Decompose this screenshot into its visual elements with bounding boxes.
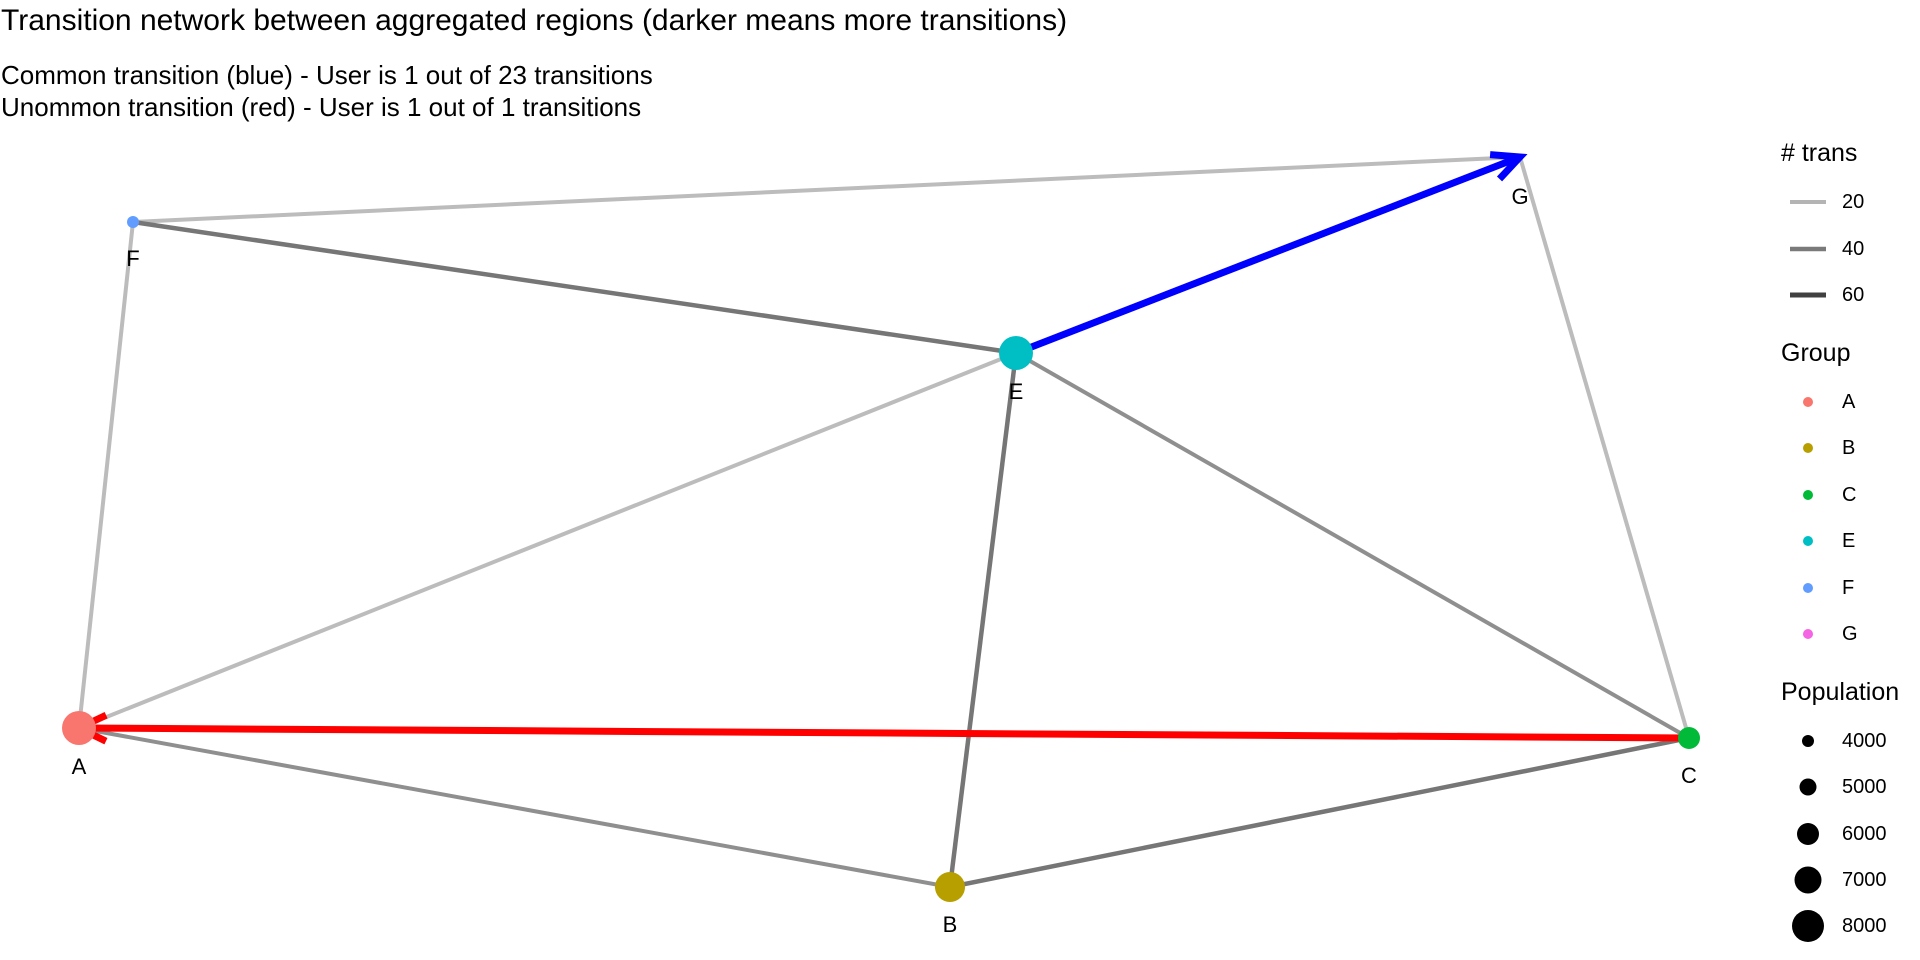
node-C	[1678, 727, 1700, 749]
edge-G-C	[1518, 156, 1691, 739]
node-B	[935, 872, 965, 902]
legend-population-key-8000	[1792, 910, 1824, 942]
legend-group-label-A: A	[1842, 391, 1856, 413]
legend-group-label-C: C	[1842, 484, 1856, 506]
node-F	[127, 216, 139, 228]
legend-group-key-G	[1803, 629, 1813, 639]
legend-trans-title: # trans	[1781, 139, 1857, 167]
node-A	[62, 711, 96, 745]
legend: # trans 20 40 60 Group A B C E F G Population 4000 50…	[1781, 139, 1899, 942]
node-label-A: A	[72, 754, 87, 779]
subtitle-uncommon: Unommon transition (red) - User is 1 out…	[1, 92, 642, 122]
node-label-F: F	[126, 246, 139, 271]
legend-population-label-7000: 7000	[1842, 869, 1887, 891]
legend-population-label-5000: 5000	[1842, 776, 1887, 798]
arrow-head	[1489, 151, 1528, 182]
diagram-title: Transition network between aggregated re…	[1, 4, 1068, 37]
highlighted-edge-C-A	[70, 711, 1690, 745]
legend-trans-label-20: 20	[1842, 191, 1864, 213]
arrow-shaft	[78, 724, 1690, 742]
node-E	[999, 336, 1033, 370]
highlighted-edge-E-G	[1014, 151, 1528, 357]
edge-A-B	[78, 726, 951, 889]
highlighted-edges-layer	[70, 151, 1690, 745]
node-label-G: G	[1511, 184, 1528, 209]
legend-group-key-A	[1803, 397, 1813, 407]
legend-population-key-5000	[1799, 778, 1817, 796]
legend-group-key-B	[1803, 443, 1813, 453]
edge-E-B	[947, 352, 1019, 888]
legend-group-key-E	[1803, 536, 1813, 546]
legend-population-title: Population	[1781, 678, 1899, 706]
legend-population-key-6000	[1797, 823, 1819, 845]
node-label-E: E	[1009, 379, 1024, 404]
legend-population-key-4000	[1802, 735, 1814, 747]
legend-group-label-F: F	[1842, 577, 1854, 599]
legend-population-label-8000: 8000	[1842, 915, 1887, 937]
edge-B-C	[949, 735, 1690, 890]
legend-group-title: Group	[1781, 339, 1850, 367]
legend-trans-label-40: 40	[1842, 238, 1864, 260]
edge-F-G	[132, 155, 1521, 224]
legend-group-label-E: E	[1842, 530, 1855, 552]
legend-group-label-B: B	[1842, 437, 1855, 459]
node-label-B: B	[943, 912, 958, 937]
legend-population-label-6000: 6000	[1842, 823, 1887, 845]
legend-group-label-G: G	[1842, 623, 1858, 645]
legend-group-key-C	[1803, 490, 1813, 500]
legend-trans-label-60: 60	[1842, 284, 1864, 306]
edge-F-A	[77, 221, 135, 729]
edge-E-A	[78, 351, 1017, 730]
legend-population-key-7000	[1794, 866, 1822, 894]
legend-population-label-4000: 4000	[1842, 730, 1887, 752]
edge-E-C	[1015, 351, 1690, 740]
nodes-layer: A B C E F G	[62, 184, 1700, 937]
subtitle-common: Common transition (blue) - User is 1 out…	[1, 60, 653, 90]
arrow-shaft	[1014, 153, 1522, 357]
edge-F-E	[132, 219, 1017, 356]
legend-group-key-F	[1803, 583, 1813, 593]
node-label-C: C	[1681, 763, 1697, 788]
edges-layer	[77, 155, 1691, 890]
